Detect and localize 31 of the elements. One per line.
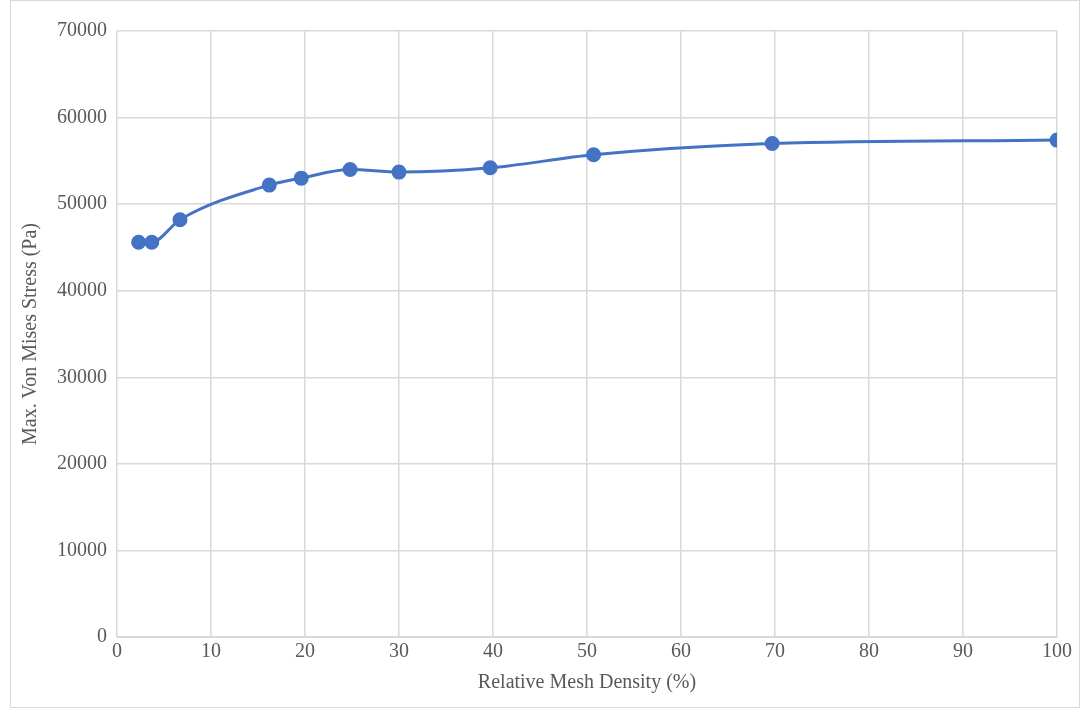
x-axis-title: Relative Mesh Density (%) — [477, 670, 697, 694]
x-tick-label: 70 — [765, 639, 785, 662]
point — [482, 160, 498, 176]
x-tick-label: 100 — [1042, 639, 1072, 662]
y-tick-label: 60000 — [57, 104, 107, 127]
x-tick-label: 90 — [953, 639, 973, 662]
y-tick-label: 30000 — [57, 364, 107, 387]
point — [391, 164, 407, 180]
x-tick-label: 50 — [577, 639, 597, 662]
x-tick-label: 60 — [671, 639, 691, 662]
y-tick-label: 0 — [97, 624, 107, 647]
x-tick-label: 10 — [201, 639, 221, 662]
y-axis-title: Max. Von Mises Stress (Pa) — [18, 222, 42, 446]
point — [261, 177, 277, 193]
point — [172, 212, 188, 228]
x-tick-label: 20 — [295, 639, 315, 662]
point — [144, 234, 160, 250]
x-tick-label: 30 — [389, 639, 409, 662]
point — [342, 162, 358, 178]
point — [293, 170, 309, 186]
y-tick-label: 10000 — [57, 537, 107, 560]
point — [586, 147, 602, 163]
x-tick-label: 40 — [483, 639, 503, 662]
y-tick-label: 50000 — [57, 191, 107, 214]
y-tick-label: 20000 — [57, 451, 107, 474]
x-tick-label: 80 — [859, 639, 879, 662]
x-tick-label: 0 — [112, 639, 122, 662]
point — [131, 234, 147, 250]
y-tick-label: 70000 — [57, 18, 107, 41]
point — [764, 136, 780, 152]
y-tick-label: 40000 — [57, 277, 107, 300]
